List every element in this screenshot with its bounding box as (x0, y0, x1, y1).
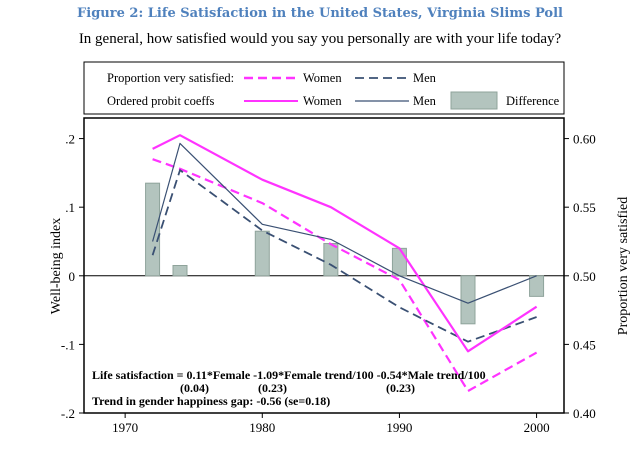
annotation-se-2: (0.23) (258, 381, 287, 395)
annotation-se-3: (0.23) (386, 381, 415, 395)
regression-annotation: Life satisfaction = 0.11*Female -1.09*Fe… (92, 368, 486, 408)
y-tick-label-left: .2 (65, 132, 75, 147)
legend-men-label-2: Men (413, 94, 437, 108)
legend-difference-swatch (450, 91, 498, 110)
difference-bar-1995 (460, 275, 476, 325)
legend-women-label: Women (303, 71, 342, 85)
chart-question: In general, how satisfied would you say … (78, 31, 562, 47)
difference-bar-2000 (529, 275, 545, 297)
difference-bar-1980 (254, 230, 270, 277)
x-tick-label: 2000 (524, 420, 550, 435)
legend-difference-label: Difference (506, 94, 560, 108)
legend: Proportion very satisfied: Women Men Ord… (83, 61, 565, 115)
y-tick-label-left: .1 (65, 200, 75, 215)
plot-frame (83, 117, 565, 414)
y-tick-label-right: 0.60 (573, 132, 596, 147)
proportion-women-line (152, 158, 538, 393)
y-axis-label-left: Well-being index (49, 218, 64, 314)
probit-men-line (152, 142, 537, 304)
difference-bar-1974 (172, 265, 188, 277)
probit-women-line (152, 134, 538, 353)
legend-row1-label: Proportion very satisfied: (107, 71, 234, 85)
y-tick-label-right: 0.50 (573, 269, 596, 284)
y-tick-label-right: 0.45 (573, 337, 596, 352)
x-tick-label: 1980 (249, 420, 275, 435)
y-axis-label-right: Proportion very satisfied (616, 197, 631, 335)
y-tick-label-left: 0 (69, 269, 76, 284)
difference-bar-1985 (323, 243, 339, 277)
y-tick-label-left: -.1 (61, 337, 75, 352)
x-tick-label: 1990 (386, 420, 412, 435)
annotation-trend: Trend in gender happiness gap: -0.56 (se… (92, 394, 330, 408)
difference-bar-1990 (391, 247, 407, 277)
legend-women-label-2: Women (303, 94, 342, 108)
legend-men-label: Men (413, 71, 437, 85)
y-tick-label-right: 0.40 (573, 406, 596, 421)
legend-row2-label: Ordered probit coeffs (107, 94, 215, 108)
annotation-se-1: (0.04) (180, 381, 209, 395)
annotation-equation: Life satisfaction = 0.11*Female -1.09*Fe… (92, 368, 486, 382)
difference-bar-1972 (145, 182, 161, 277)
y-tick-label-right: 0.55 (573, 200, 596, 215)
x-tick-label: 1970 (112, 420, 138, 435)
proportion-men-line (151, 169, 537, 343)
y-tick-label-left: -.2 (61, 406, 75, 421)
figure-title: Figure 2: Life Satisfaction in the Unite… (77, 6, 563, 21)
